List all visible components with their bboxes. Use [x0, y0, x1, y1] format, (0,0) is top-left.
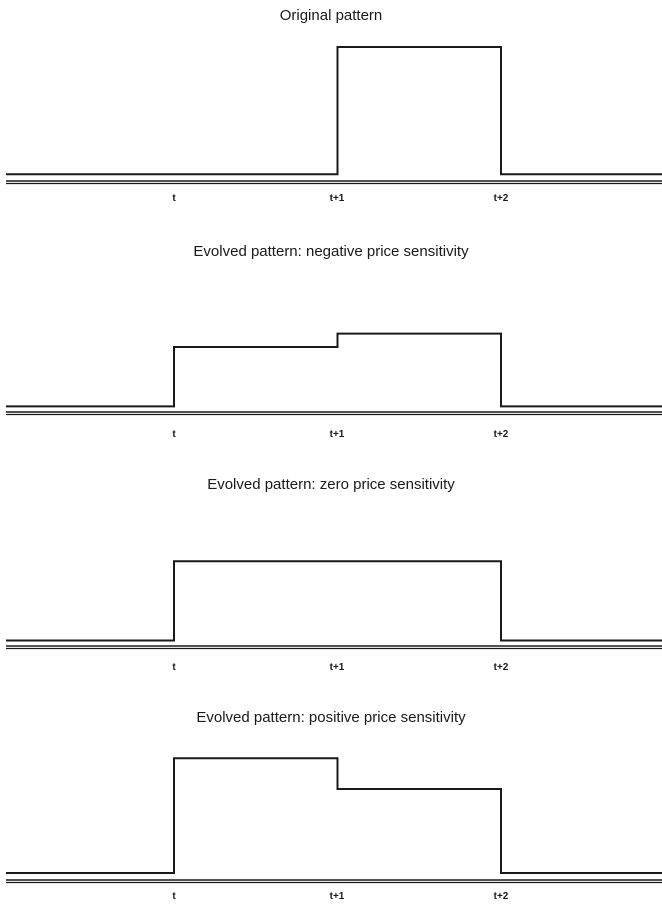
tick-label-t-plus-2: t+2 — [494, 891, 509, 902]
tick-label-t-plus-1: t+1 — [330, 193, 345, 204]
tick-label-t: t — [172, 662, 176, 673]
panel-negative: Evolved pattern: negative price sensitiv… — [6, 243, 662, 440]
tick-label-t-plus-2: t+2 — [494, 193, 509, 204]
panel-positive: Evolved pattern: positive price sensitiv… — [6, 709, 662, 902]
panel-title-original: Original pattern — [280, 7, 383, 24]
tick-label-t: t — [172, 429, 176, 440]
series-line-negative — [6, 332, 662, 408]
tick-label-t-plus-1: t+1 — [330, 662, 345, 673]
panel-title-zero: Evolved pattern: zero price sensitivity — [207, 476, 455, 493]
tick-label-t-plus-1: t+1 — [330, 429, 345, 440]
panel-title-positive: Evolved pattern: positive price sensitiv… — [196, 709, 466, 726]
series-line-zero — [6, 560, 662, 642]
series-line-original — [6, 46, 662, 176]
panel-title-negative: Evolved pattern: negative price sensitiv… — [193, 243, 469, 260]
tick-label-t-plus-2: t+2 — [494, 429, 509, 440]
series-line-positive — [6, 757, 662, 874]
panel-original: Original pattern t t+1 t+2 — [6, 7, 662, 204]
panel-zero: Evolved pattern: zero price sensitivity … — [6, 476, 662, 673]
tick-label-t-plus-1: t+1 — [330, 891, 345, 902]
tick-label-t-plus-2: t+2 — [494, 662, 509, 673]
tick-label-t: t — [172, 193, 176, 204]
tick-label-t: t — [172, 891, 176, 902]
